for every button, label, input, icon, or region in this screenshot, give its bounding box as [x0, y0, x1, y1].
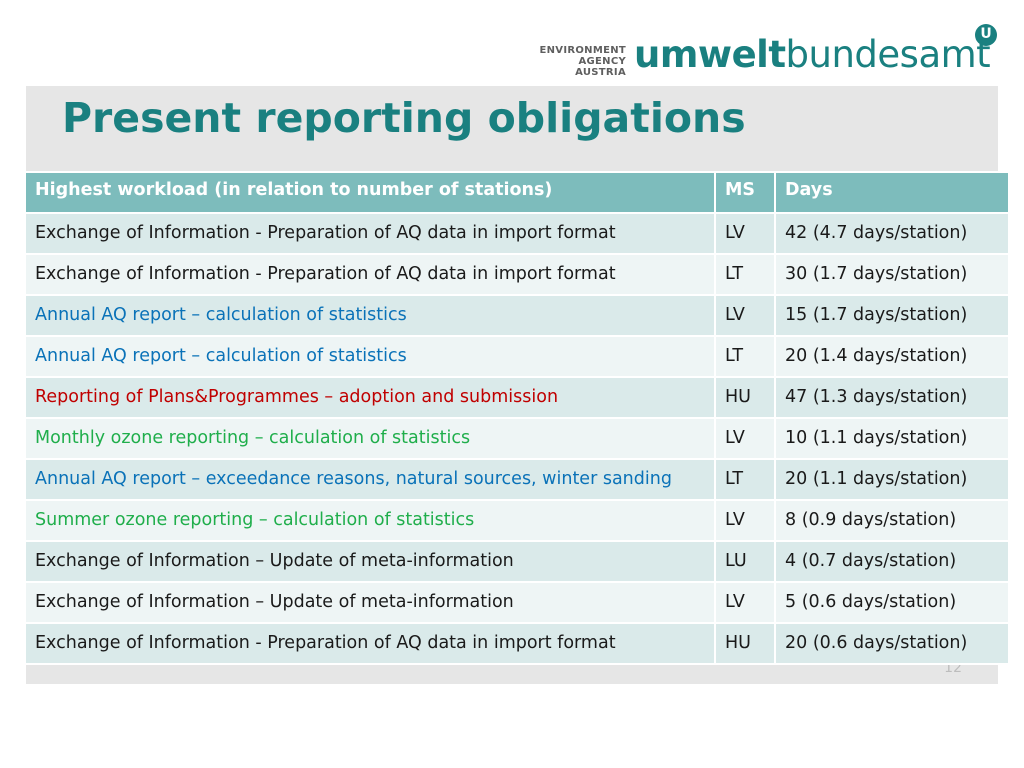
row-days-cell: 4 (0.7 days/station) [774, 540, 1010, 583]
row-task-cell: Exchange of Information - Preparation of… [24, 212, 716, 255]
row-days-cell: 30 (1.7 days/station) [774, 253, 1010, 296]
row-ms-cell: LT [714, 335, 776, 378]
row-ms-cell: LV [714, 581, 776, 624]
table-row: Monthly ozone reporting – calculation of… [24, 417, 1010, 460]
row-task-cell: Exchange of Information – Update of meta… [24, 540, 716, 583]
agency-logo: ENVIRONMENT AGENCY AUSTRIA umweltbundesa… [536, 22, 1006, 78]
row-task-cell: Exchange of Information - Preparation of… [24, 253, 716, 296]
table-row: Exchange of Information - Preparation of… [24, 212, 1010, 255]
header-task: Highest workload (in relation to number … [24, 171, 716, 214]
page-title: Present reporting obligations [62, 94, 746, 142]
row-ms-cell: LV [714, 212, 776, 255]
table-header-row: Highest workload (in relation to number … [24, 171, 1010, 214]
row-ms-cell: LU [714, 540, 776, 583]
row-days-cell: 8 (0.9 days/station) [774, 499, 1010, 542]
table-row: Exchange of Information – Update of meta… [24, 540, 1010, 583]
row-days-cell: 15 (1.7 days/station) [774, 294, 1010, 337]
row-ms-cell: LV [714, 499, 776, 542]
row-days-cell: 20 (0.6 days/station) [774, 622, 1010, 665]
row-ms-cell: LT [714, 458, 776, 501]
row-task-cell: Annual AQ report – calculation of statis… [24, 335, 716, 378]
table-row: Exchange of Information - Preparation of… [24, 253, 1010, 296]
table-row: Annual AQ report – calculation of statis… [24, 294, 1010, 337]
row-task-cell: Monthly ozone reporting – calculation of… [24, 417, 716, 460]
row-task-cell: Exchange of Information – Update of meta… [24, 581, 716, 624]
row-days-cell: 20 (1.1 days/station) [774, 458, 1010, 501]
workload-table: Highest workload (in relation to number … [24, 171, 1010, 665]
table-row: Exchange of Information – Update of meta… [24, 581, 1010, 624]
table-row: Summer ozone reporting – calculation of … [24, 499, 1010, 542]
table-row: Annual AQ report – exceedance reasons, n… [24, 458, 1010, 501]
table-row: Reporting of Plans&Programmes – adoption… [24, 376, 1010, 419]
row-task-cell: Reporting of Plans&Programmes – adoption… [24, 376, 716, 419]
row-ms-cell: HU [714, 376, 776, 419]
row-days-cell: 10 (1.1 days/station) [774, 417, 1010, 460]
row-task-cell: Annual AQ report – calculation of statis… [24, 294, 716, 337]
logo-line-2: AGENCY AUSTRIA [575, 56, 626, 78]
row-task-cell: Exchange of Information - Preparation of… [24, 622, 716, 665]
header-days: Days [774, 171, 1010, 214]
logo-line-1: ENVIRONMENT [539, 45, 626, 56]
row-days-cell: 5 (0.6 days/station) [774, 581, 1010, 624]
row-ms-cell: LT [714, 253, 776, 296]
table-body: Exchange of Information - Preparation of… [24, 212, 1010, 665]
slide-number: 12 [944, 660, 962, 676]
row-task-cell: Annual AQ report – exceedance reasons, n… [24, 458, 716, 501]
row-days-cell: 47 (1.3 days/station) [774, 376, 1010, 419]
logo-word-regular: bundesamt [785, 33, 991, 76]
title-panel: Present reporting obligations [26, 86, 998, 168]
logo-subtitle: ENVIRONMENT AGENCY AUSTRIA [536, 45, 626, 78]
row-ms-cell: HU [714, 622, 776, 665]
header-ms: MS [714, 171, 776, 214]
row-days-cell: 42 (4.7 days/station) [774, 212, 1010, 255]
row-ms-cell: LV [714, 417, 776, 460]
table-row: Annual AQ report – calculation of statis… [24, 335, 1010, 378]
row-ms-cell: LV [714, 294, 776, 337]
table-row: Exchange of Information - Preparation of… [24, 622, 1010, 665]
logo-u-icon: U [975, 24, 997, 46]
logo-word-bold: umwelt [634, 33, 786, 76]
logo-wordmark: umweltbundesamt [634, 33, 991, 76]
row-days-cell: 20 (1.4 days/station) [774, 335, 1010, 378]
row-task-cell: Summer ozone reporting – calculation of … [24, 499, 716, 542]
